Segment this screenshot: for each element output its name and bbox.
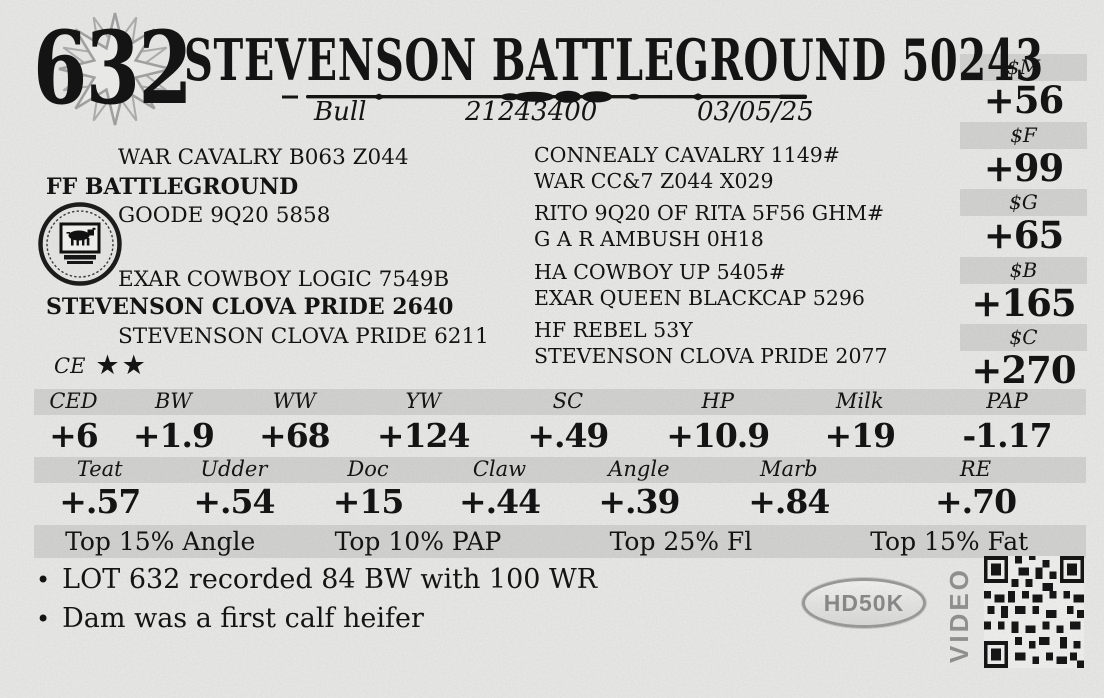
dollar-index-value: +270 — [971, 348, 1076, 392]
epd-header-row-1: CED BW WW YW SC HP Milk PAP — [34, 389, 1086, 415]
epd-header: WW — [272, 389, 316, 413]
epd-header: Doc — [347, 457, 389, 481]
epd-value: +1.9 — [132, 416, 215, 455]
pedigree-sire: FF BATTLEGROUND — [46, 174, 299, 200]
bullet-icon: • — [36, 566, 51, 594]
note-text: LOT 632 recorded 84 BW with 100 WR — [62, 564, 598, 595]
pedigree-dam-dam: STEVENSON CLOVA PRIDE 6211 — [118, 324, 489, 349]
ce-label: CE — [54, 353, 86, 378]
calving-ease-rating: CE ★★ — [54, 352, 148, 379]
pedigree-ancestor: CONNEALY CAVALRY 1149# — [534, 143, 840, 167]
breed-registry-seal-icon — [38, 202, 122, 286]
epd-header: Udder — [200, 457, 268, 481]
dollar-index-value: +165 — [971, 280, 1076, 325]
dollar-index: $B +165 — [960, 256, 1087, 325]
pedigree-sire-sire: WAR CAVALRY B063 Z044 — [118, 145, 409, 170]
epd-value: +124 — [376, 416, 471, 455]
registration-number: 21243400 — [465, 97, 598, 127]
epd-header: Marb — [760, 457, 818, 481]
epd-value: +68 — [259, 416, 331, 455]
lot-number: 632 — [33, 9, 193, 127]
video-qr-code — [984, 556, 1084, 668]
epd-value: +6 — [49, 416, 99, 455]
epd-value: +.49 — [527, 416, 609, 455]
hd50k-label: HD50K — [823, 589, 905, 616]
epd-value: +.57 — [59, 482, 141, 521]
epd-header: Teat — [76, 457, 123, 481]
epd-value: +.84 — [748, 482, 830, 521]
pedigree-sire-dam: GOODE 9Q20 5858 — [118, 203, 331, 228]
dollar-index: $C +270 — [960, 324, 1087, 392]
pedigree-ancestor: STEVENSON CLOVA PRIDE 2077 — [534, 344, 888, 368]
pedigree-dam: STEVENSON CLOVA PRIDE 2640 — [46, 294, 454, 320]
percentile-ranking: Top 15% Angle — [65, 527, 256, 556]
note-text: Dam was a first calf heifer — [62, 603, 424, 635]
epd-header: BW — [154, 389, 192, 413]
epd-table: CED BW WW YW SC HP Milk PAP +6 +1.9 +68 … — [34, 389, 1086, 558]
epd-value: +.44 — [458, 482, 541, 521]
sex-label: Bull — [314, 97, 367, 127]
epd-header: RE — [959, 457, 992, 481]
dollar-index-label: $F — [960, 121, 1087, 149]
note-line: • LOT 632 recorded 84 BW with 100 WR — [36, 560, 597, 599]
epd-header: CED — [49, 389, 98, 413]
epd-header: Angle — [608, 457, 670, 481]
pedigree-ancestor: HF REBEL 53Y — [534, 318, 693, 342]
epd-value: +19 — [824, 416, 896, 455]
ce-star-icons: ★★ — [95, 350, 148, 381]
epd-value: -1.17 — [962, 416, 1052, 455]
epd-header: Claw — [472, 457, 527, 481]
dollar-index: $G +65 — [960, 189, 1087, 257]
epd-header: HP — [701, 389, 734, 413]
epd-value: +15 — [332, 482, 405, 521]
pedigree-ancestor: G A R AMBUSH 0H18 — [534, 227, 764, 251]
pedigree-ancestor: WAR CC&7 Z044 X029 — [534, 169, 774, 193]
percentile-ranking: Top 15% Fat — [870, 527, 1029, 556]
dollar-index: $F +99 — [960, 121, 1087, 190]
epd-header-row-2: Teat Udder Doc Claw Angle Marb RE — [34, 457, 1086, 483]
epd-header: Milk — [835, 389, 884, 413]
dollar-index-value: +99 — [983, 145, 1065, 190]
birth-date: 03/05/25 — [697, 97, 814, 127]
epd-value: +.70 — [934, 482, 1017, 521]
epd-header: SC — [552, 389, 584, 413]
epd-value-row-2: +.57 +.54 +15 +.44 +.39 +.84 +.70 — [34, 483, 1086, 523]
epd-value: +.39 — [598, 482, 680, 521]
epd-value: +.54 — [193, 482, 275, 521]
epd-header: PAP — [986, 389, 1028, 413]
pedigree-ancestor: HA COWBOY UP 5405# — [534, 260, 786, 284]
pedigree-ancestor: RITO 9Q20 OF RITA 5F56 GHM# — [534, 201, 885, 225]
animal-name-title: STEVENSON BATTLEGROUND 50243 — [184, 27, 1044, 94]
pedigree-ancestor: EXAR QUEEN BLACKCAP 5296 — [534, 286, 865, 310]
epd-value: +10.9 — [666, 416, 770, 455]
percentile-ranking: Top 25% Fl — [609, 527, 753, 556]
dollar-index-value: +65 — [983, 213, 1065, 257]
pedigree-dam-sire: EXAR COWBOY LOGIC 7549B — [118, 267, 450, 292]
dollar-index-label: $B — [960, 256, 1087, 284]
bullet-icon: • — [36, 605, 51, 634]
percentile-ranking: Top 10% PAP — [334, 527, 502, 556]
percentile-rankings-row: Top 15% Angle Top 10% PAP Top 25% Fl Top… — [34, 525, 1086, 558]
dollar-index-label: $C — [960, 324, 1087, 351]
dollar-index-label: $G — [960, 189, 1087, 216]
video-label: VIDEO — [944, 567, 974, 663]
epd-header: YW — [405, 389, 441, 413]
dollar-index-column: $M +56 $F +99 $G +65 $B +165 $C +270 — [960, 54, 1087, 392]
note-line: • Dam was a first calf heifer — [36, 599, 597, 638]
epd-value-row-1: +6 +1.9 +68 +124 +.49 +10.9 +19 -1.17 — [34, 415, 1086, 457]
hd50k-genomic-badge: HD50K — [802, 578, 926, 628]
lot-notes: • LOT 632 recorded 84 BW with 100 WR • D… — [36, 560, 597, 638]
